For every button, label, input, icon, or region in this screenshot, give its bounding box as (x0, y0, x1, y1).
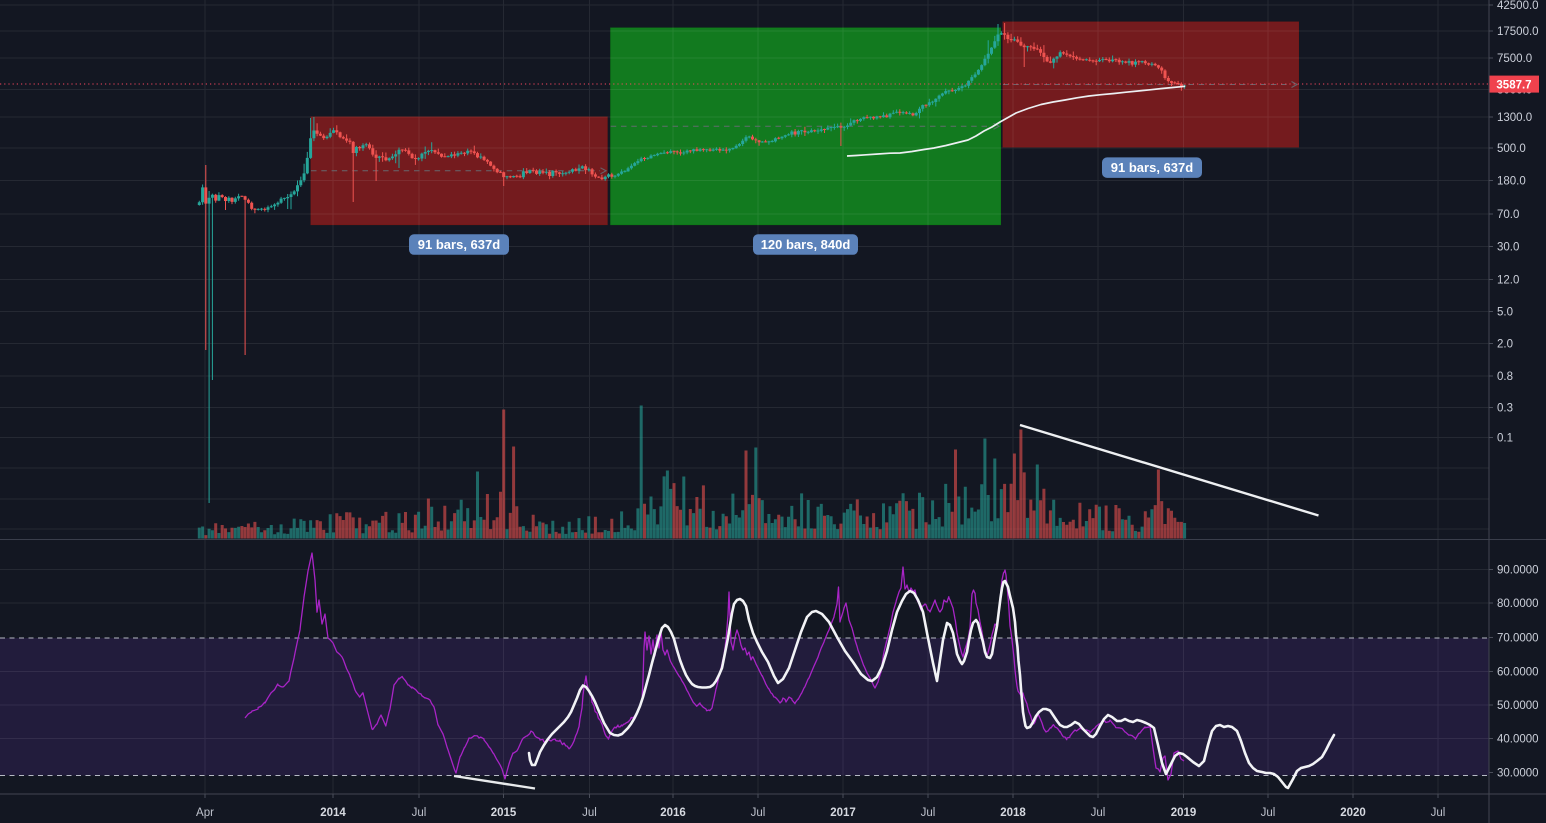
svg-text:Jul: Jul (582, 807, 597, 819)
svg-text:30.0000: 30.0000 (1497, 768, 1539, 780)
svg-text:Jul: Jul (412, 807, 427, 819)
svg-text:91 bars, 637d: 91 bars, 637d (418, 237, 500, 252)
svg-text:12.0: 12.0 (1497, 275, 1519, 287)
svg-text:42500.0: 42500.0 (1497, 0, 1539, 12)
svg-text:2014: 2014 (320, 807, 346, 819)
svg-text:Jul: Jul (1431, 807, 1446, 819)
svg-text:91 bars, 637d: 91 bars, 637d (1111, 160, 1193, 175)
svg-text:2018: 2018 (1000, 807, 1026, 819)
svg-text:120 bars, 840d: 120 bars, 840d (761, 237, 851, 252)
svg-text:Jul: Jul (921, 807, 936, 819)
svg-text:90.0000: 90.0000 (1497, 565, 1539, 577)
svg-text:2020: 2020 (1340, 807, 1366, 819)
svg-text:50.0000: 50.0000 (1497, 700, 1539, 712)
svg-text:7500.0: 7500.0 (1497, 53, 1532, 65)
svg-text:60.0000: 60.0000 (1497, 667, 1539, 679)
svg-text:2016: 2016 (660, 807, 686, 819)
svg-text:1300.0: 1300.0 (1497, 112, 1532, 124)
svg-text:Jul: Jul (1091, 807, 1106, 819)
svg-text:2.0: 2.0 (1497, 339, 1513, 351)
svg-text:500.0: 500.0 (1497, 143, 1526, 155)
svg-text:Apr: Apr (196, 807, 214, 819)
svg-text:2017: 2017 (830, 807, 856, 819)
svg-text:30.0: 30.0 (1497, 242, 1519, 254)
svg-text:5.0: 5.0 (1497, 307, 1513, 319)
svg-text:Jul: Jul (751, 807, 766, 819)
svg-text:70.0000: 70.0000 (1497, 633, 1539, 645)
svg-text:70.0: 70.0 (1497, 209, 1519, 221)
svg-text:180.0: 180.0 (1497, 176, 1526, 188)
svg-text:17500.0: 17500.0 (1497, 26, 1539, 38)
svg-text:80.0000: 80.0000 (1497, 598, 1539, 610)
svg-text:2019: 2019 (1171, 807, 1197, 819)
svg-text:3587.7: 3587.7 (1496, 79, 1531, 91)
svg-text:2015: 2015 (491, 807, 517, 819)
svg-text:0.8: 0.8 (1497, 371, 1513, 383)
svg-text:40.0000: 40.0000 (1497, 734, 1539, 746)
svg-text:0.3: 0.3 (1497, 403, 1513, 415)
svg-text:Jul: Jul (1261, 807, 1276, 819)
svg-text:0.1: 0.1 (1497, 433, 1513, 445)
